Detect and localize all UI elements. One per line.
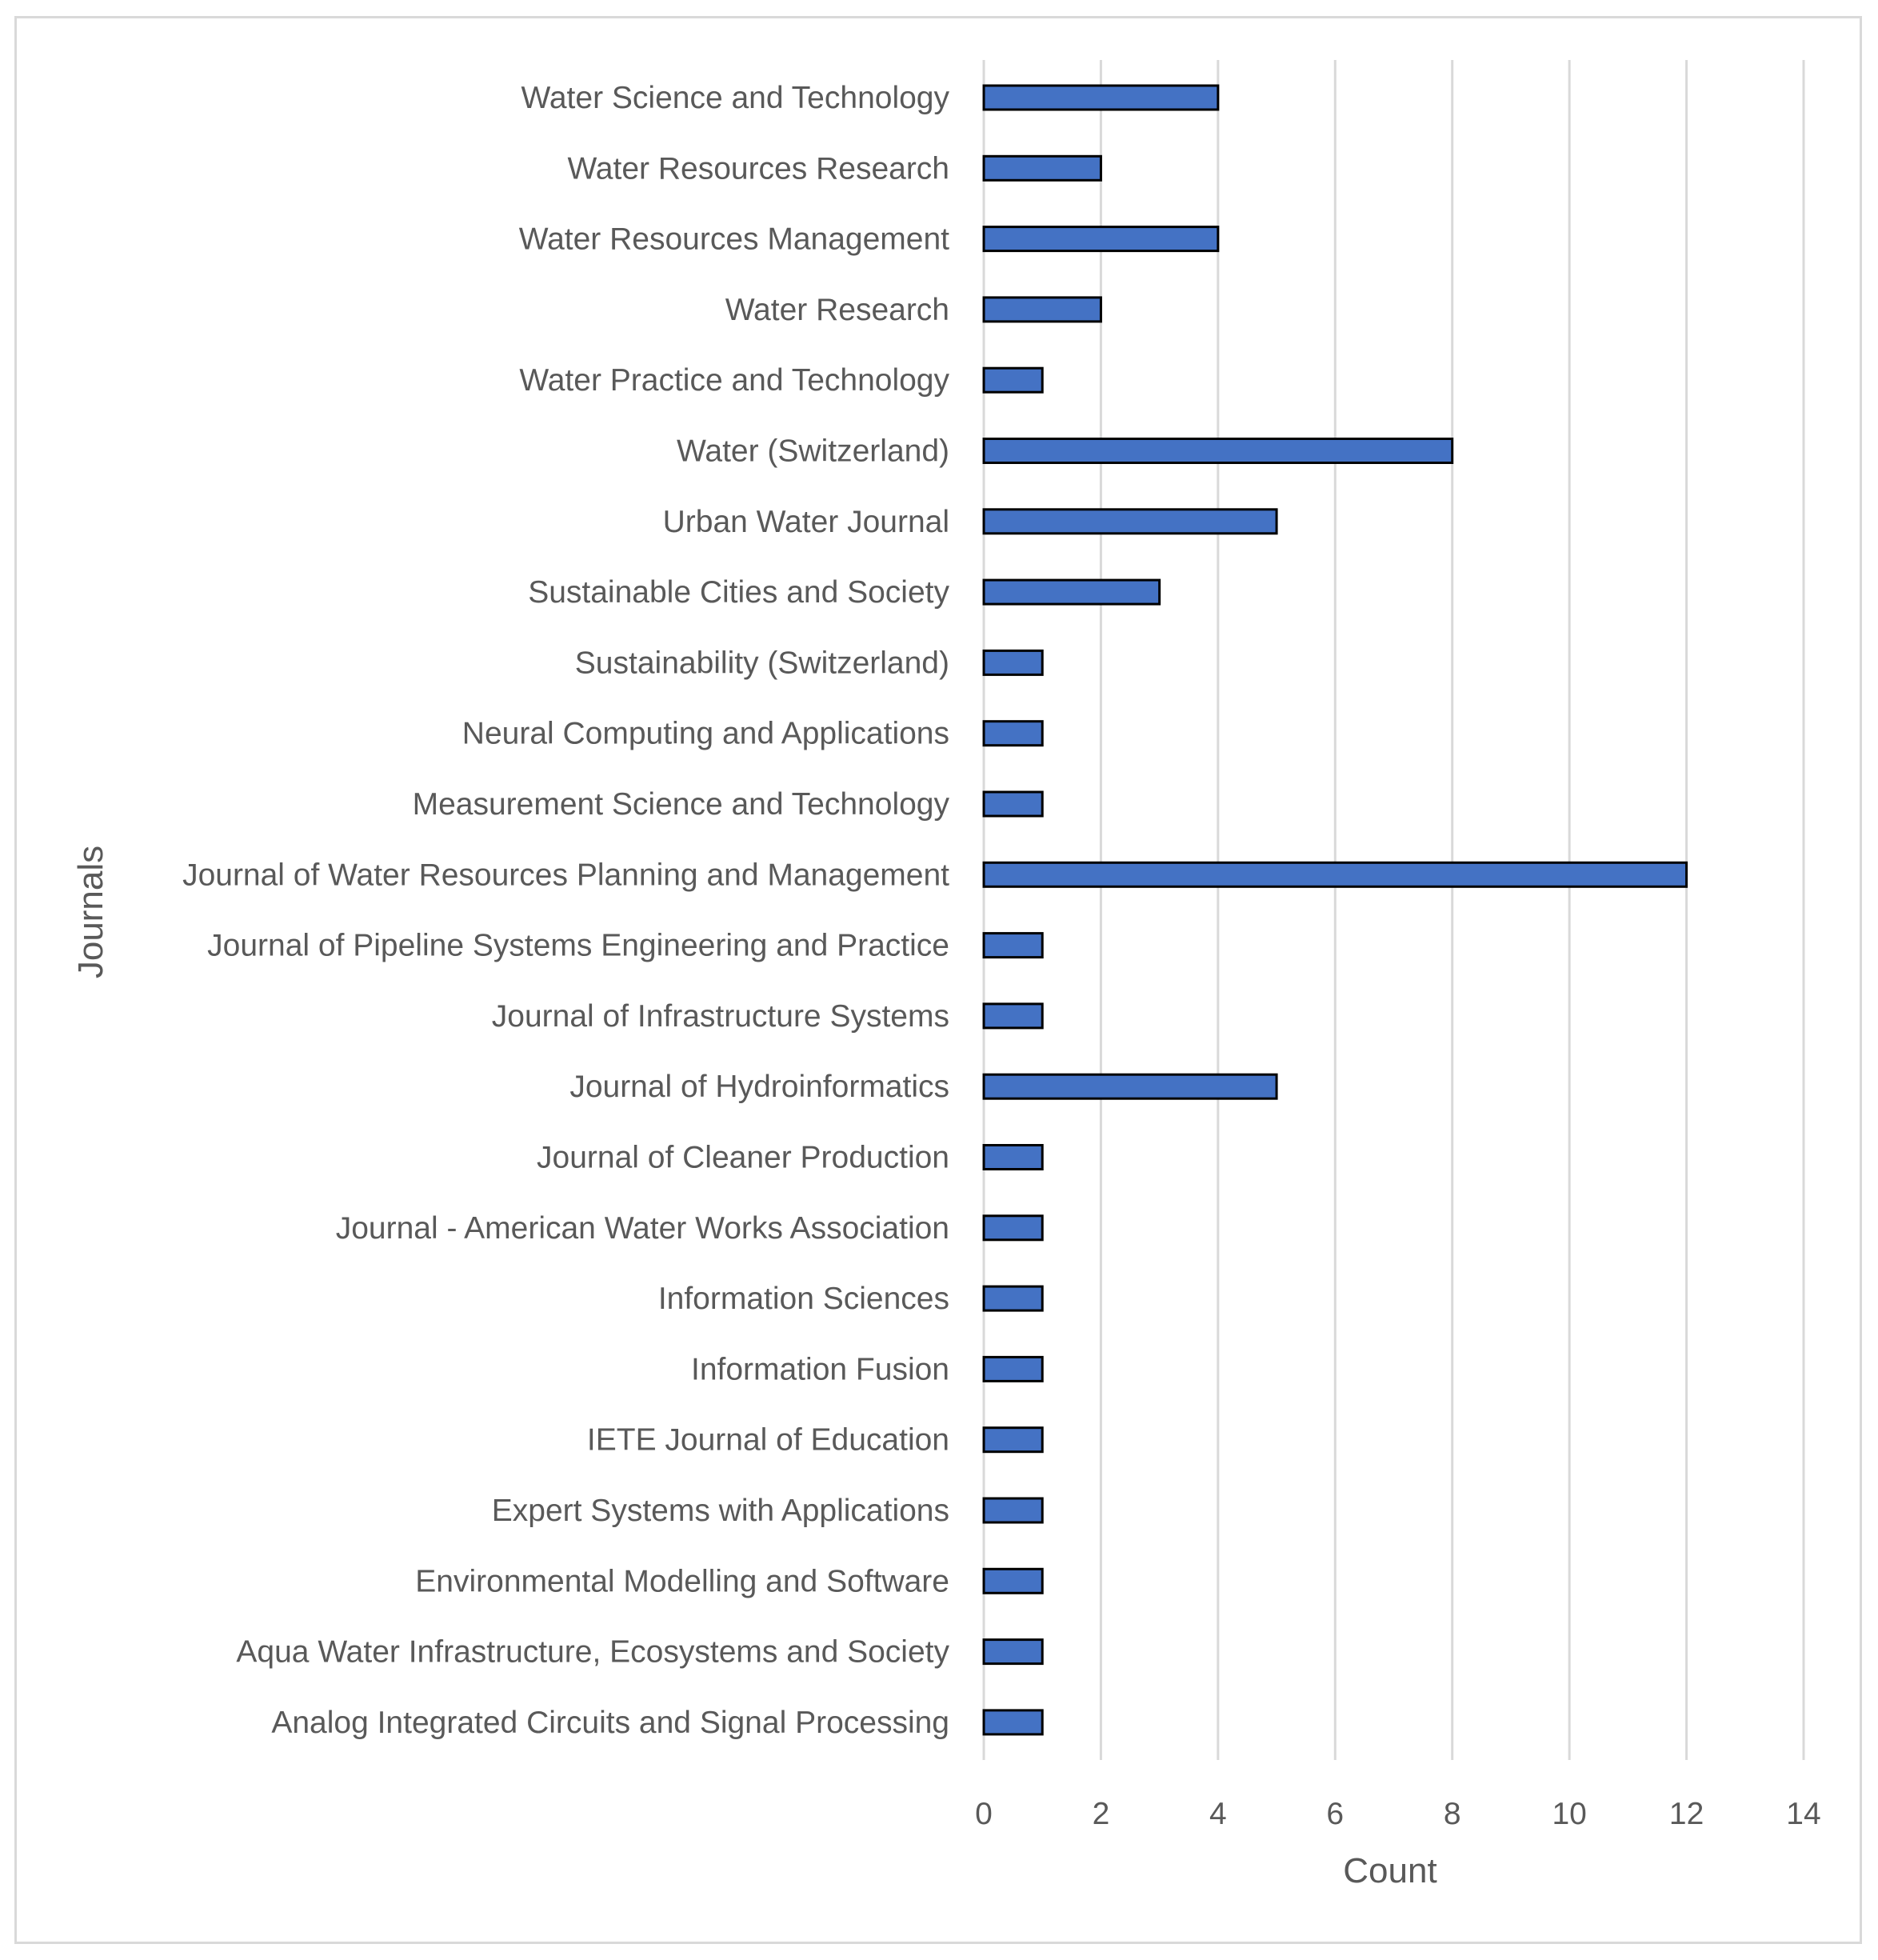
category-label: Journal of Infrastructure Systems [492, 999, 949, 1034]
bar [982, 508, 1278, 535]
x-tick-label: 6 [1326, 1797, 1344, 1831]
bar [982, 1002, 1044, 1030]
x-tick-label: 2 [1093, 1797, 1110, 1831]
bar [982, 366, 1044, 394]
category-label: Information Sciences [658, 1282, 949, 1316]
bar [982, 649, 1044, 676]
bar [982, 1638, 1044, 1666]
bar [982, 1073, 1278, 1100]
bar [982, 438, 1454, 464]
x-tick-label: 0 [975, 1797, 993, 1831]
category-label: Journal of Hydroinformatics [569, 1070, 949, 1104]
x-tick-label: 10 [1552, 1797, 1586, 1831]
bar [982, 1214, 1044, 1242]
x-tick-labels: 0 2 4 6 8 10 12 14 [975, 1797, 1821, 1831]
category-label: Measurement Science and Technology [413, 787, 950, 822]
bar [982, 1567, 1044, 1594]
category-label: Urban Water Journal [663, 505, 949, 539]
category-label: Sustainable Cities and Society [528, 575, 949, 610]
category-label: Journal of Pipeline Systems Engineering … [207, 929, 949, 963]
bar [982, 226, 1220, 253]
category-label: Journal - American Water Works Associati… [336, 1211, 949, 1246]
category-label: IETE Journal of Education [587, 1423, 949, 1458]
category-label: Journal of Water Resources Planning and … [182, 858, 949, 892]
bar [982, 84, 1220, 111]
bar [982, 1144, 1044, 1170]
bar [982, 932, 1044, 959]
chart-frame [14, 16, 1862, 1944]
x-tick-label: 12 [1669, 1797, 1704, 1831]
category-label: Neural Computing and Applications [462, 717, 949, 751]
category-label: Environmental Modelling and Software [415, 1564, 949, 1598]
category-label: Aqua Water Infrastructure, Ecosystems an… [236, 1635, 949, 1670]
bars [982, 84, 1688, 1736]
bar [982, 1497, 1044, 1524]
category-labels: Water Science and Technology Water Resour… [182, 81, 949, 1740]
bar [982, 578, 1161, 606]
bar [982, 1355, 1044, 1382]
y-axis-title: Journals [71, 846, 110, 978]
bar [982, 1285, 1044, 1312]
category-label: Water Resources Management [519, 222, 949, 257]
x-axis-title: Count [1343, 1851, 1436, 1890]
bar [982, 154, 1102, 182]
bar [982, 861, 1688, 888]
category-label: Sustainability (Switzerland) [575, 646, 949, 680]
gridlines [982, 60, 1805, 1760]
bar [982, 1426, 1044, 1454]
bar [982, 1709, 1044, 1736]
category-label: Expert Systems with Applications [492, 1494, 949, 1528]
category-label: Journal of Cleaner Production [537, 1141, 949, 1175]
x-tick-label: 4 [1209, 1797, 1227, 1831]
category-label: Water Research [725, 293, 949, 327]
x-tick-label: 8 [1444, 1797, 1461, 1831]
category-label: Water Resources Research [567, 151, 949, 186]
category-label: Water Science and Technology [521, 81, 950, 115]
bar [982, 296, 1102, 323]
category-label: Water Practice and Technology [519, 363, 949, 398]
bar [982, 720, 1044, 747]
bar [982, 790, 1044, 818]
x-tick-label: 14 [1786, 1797, 1820, 1831]
category-label: Water (Switzerland) [677, 434, 949, 469]
category-label: Analog Integrated Circuits and Signal Pr… [271, 1706, 949, 1740]
category-label: Information Fusion [691, 1352, 949, 1386]
